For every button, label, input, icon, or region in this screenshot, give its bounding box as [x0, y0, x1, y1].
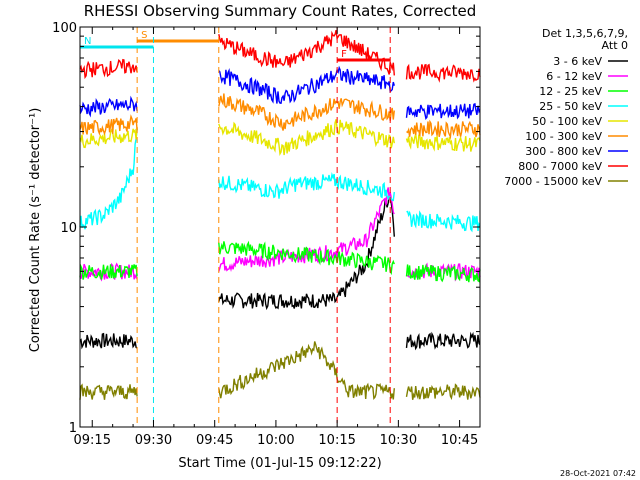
legend: Det 1,3,5,6,7,9,Att 03 - 6 keV 6 - 12 keV… — [504, 27, 628, 188]
x-axis-label: Start Time (01-Jul-15 09:12:22) — [178, 456, 381, 471]
series-line-0 — [79, 193, 481, 351]
series-line-5 — [79, 93, 481, 140]
flag-label: F — [341, 49, 347, 60]
series-line-8 — [79, 341, 481, 401]
legend-title: Att 0 — [602, 39, 628, 52]
legend-label: 7000 - 15000 keV — [504, 175, 602, 188]
x-tick-label: 09:45 — [196, 433, 233, 448]
legend-label: 3 - 6 keV — [553, 55, 602, 68]
series-line-4 — [79, 119, 481, 157]
y-tick-label: 10 — [60, 221, 77, 236]
legend-label: 100 - 300 keV — [525, 130, 602, 143]
flag-label: N — [84, 36, 91, 47]
flag-markers: S N F — [79, 27, 391, 427]
flag-label: S — [141, 30, 147, 41]
legend-label: 800 - 7000 keV — [518, 160, 602, 173]
legend-label: 12 - 25 keV — [539, 85, 602, 98]
y-tick-label: 1 — [69, 421, 77, 436]
legend-label: 50 - 100 keV — [532, 115, 602, 128]
x-tick-label: 09:30 — [135, 433, 172, 448]
series-line-3 — [79, 128, 481, 233]
legend-label: 6 - 12 keV — [546, 70, 602, 83]
x-tick-label: 09:15 — [74, 433, 111, 448]
series-line-7 — [79, 30, 481, 83]
series-layer — [79, 30, 481, 401]
legend-label: 25 - 50 keV — [539, 100, 602, 113]
series-line-6 — [79, 65, 481, 120]
axes: 09:15 09:30 09:45 10:00 10:15 10:30 10:45 1 10 10… — [52, 21, 481, 448]
chart-title: RHESSI Observing Summary Count Rates, Co… — [84, 2, 477, 20]
y-axis-label: Corrected Count Rate (s⁻¹ detector⁻¹) — [28, 108, 43, 353]
legend-label: 300 - 800 keV — [525, 145, 602, 158]
timestamp: 28-Oct-2021 07:42 — [560, 469, 636, 478]
series-line-1 — [79, 187, 481, 282]
series-line-2 — [79, 240, 481, 283]
x-tick-label: 10:00 — [257, 433, 294, 448]
x-tick-label: 10:15 — [318, 433, 355, 448]
x-tick-label: 10:30 — [380, 433, 417, 448]
x-tick-label: 10:45 — [441, 433, 478, 448]
y-tick-label: 100 — [52, 21, 77, 36]
legend-title: Det 1,3,5,6,7,9, — [542, 27, 628, 40]
